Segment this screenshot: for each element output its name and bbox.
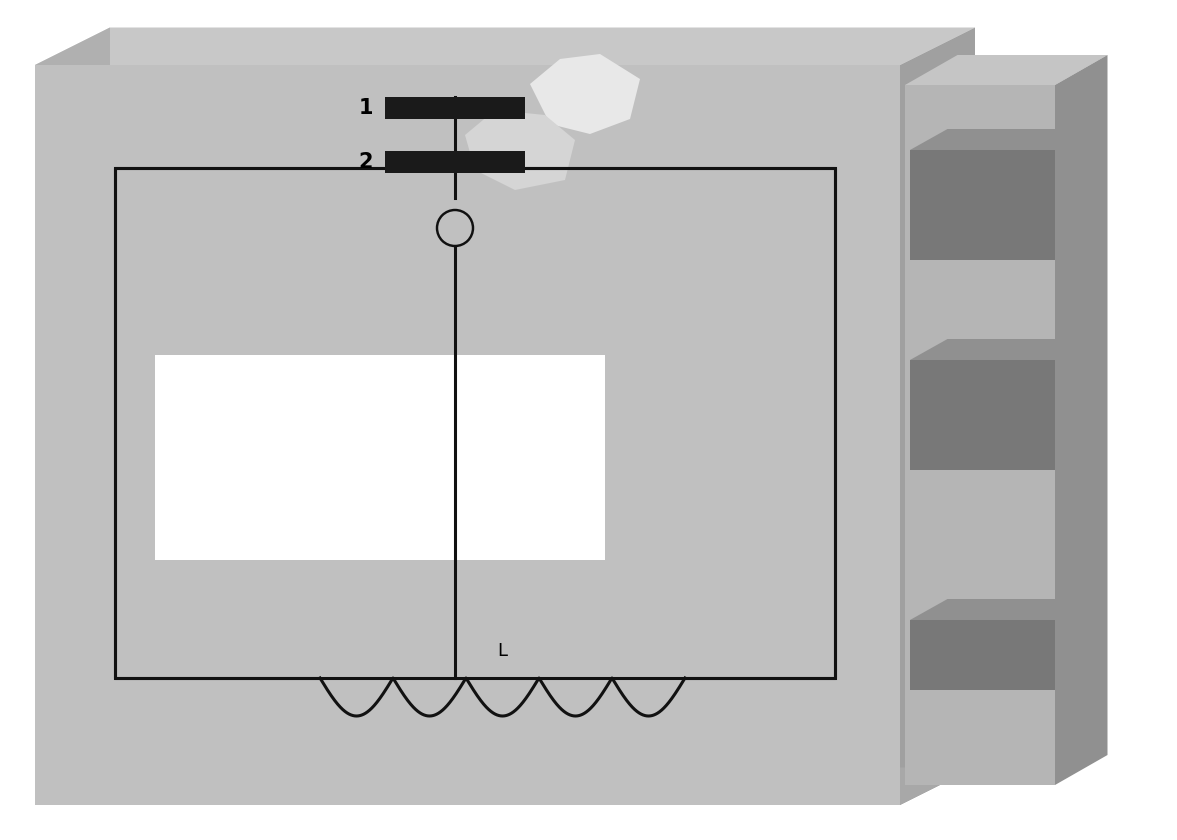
Polygon shape — [35, 28, 109, 805]
Bar — [910, 150, 1055, 260]
Polygon shape — [900, 28, 975, 805]
Polygon shape — [905, 55, 1108, 85]
Polygon shape — [910, 599, 1092, 620]
Polygon shape — [465, 110, 576, 190]
Text: 1: 1 — [359, 98, 373, 118]
Bar — [905, 85, 1055, 785]
Polygon shape — [910, 129, 1092, 150]
Bar — [155, 355, 605, 560]
Bar — [910, 360, 1055, 470]
Polygon shape — [35, 28, 975, 65]
Polygon shape — [35, 768, 975, 805]
Text: 2: 2 — [359, 152, 373, 172]
Text: L: L — [498, 642, 507, 660]
Bar — [115, 168, 834, 678]
Polygon shape — [530, 54, 640, 134]
Polygon shape — [1055, 55, 1108, 785]
Bar — [385, 97, 525, 119]
Bar — [910, 620, 1055, 690]
Bar — [35, 65, 900, 805]
Bar — [385, 151, 525, 173]
Polygon shape — [910, 339, 1092, 360]
